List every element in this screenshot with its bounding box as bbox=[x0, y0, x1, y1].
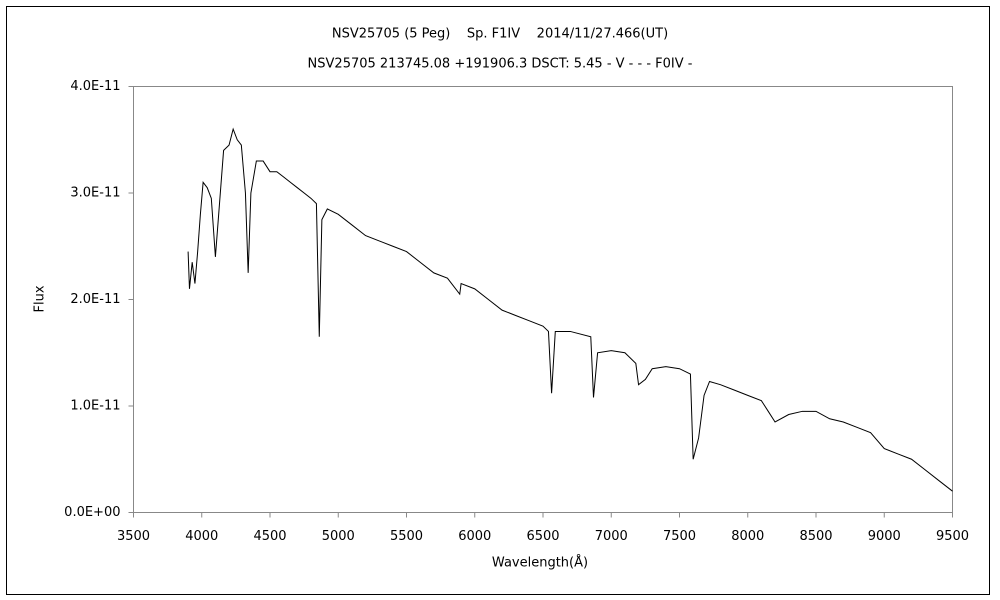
y-tick-label: 0.0E+00 bbox=[64, 505, 120, 520]
x-tick-label: 6500 bbox=[526, 529, 559, 544]
y-tick-label: 2.0E-11 bbox=[70, 292, 120, 307]
spectrum-line bbox=[187, 127, 953, 492]
x-tick-label: 8500 bbox=[799, 529, 832, 544]
x-tick-label: 7000 bbox=[595, 529, 628, 544]
outer-frame bbox=[6, 6, 990, 595]
x-tick-label: 8000 bbox=[731, 529, 764, 544]
y-tick-label: 4.0E-11 bbox=[70, 79, 120, 94]
x-axis-label: Wavelength(Å) bbox=[492, 555, 588, 571]
chart-title: NSV25705 (5 Peg) Sp. F1IV 2014/11/27.466… bbox=[332, 27, 668, 42]
x-tick-label: 5000 bbox=[322, 529, 355, 544]
x-tick-label: 5500 bbox=[390, 529, 423, 544]
x-tick-label: 3500 bbox=[117, 529, 150, 544]
chart-subtitle: NSV25705 213745.08 +191906.3 DSCT: 5.45 … bbox=[308, 57, 693, 72]
x-tick-label: 7500 bbox=[663, 529, 696, 544]
y-tick-label: 1.0E-11 bbox=[70, 399, 120, 414]
x-tick-label: 6000 bbox=[458, 529, 491, 544]
x-tick-label: 9500 bbox=[936, 529, 969, 544]
y-axis-label: Flux bbox=[33, 285, 48, 312]
plot-area bbox=[133, 86, 953, 513]
x-tick-label: 9000 bbox=[868, 529, 901, 544]
x-tick-label: 4500 bbox=[253, 529, 286, 544]
x-tick-label: 4000 bbox=[185, 529, 218, 544]
y-tick-label: 3.0E-11 bbox=[70, 186, 120, 201]
